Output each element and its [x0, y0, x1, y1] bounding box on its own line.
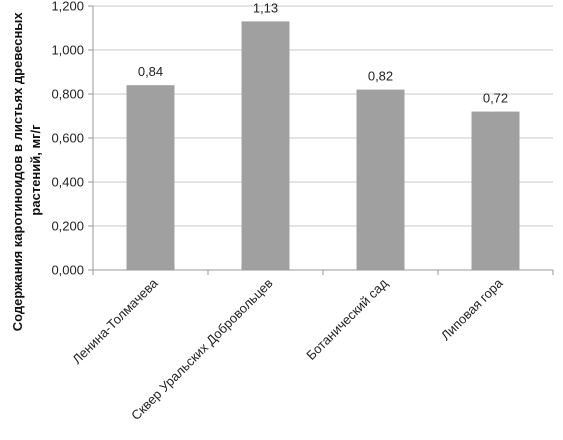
- category-label: Сквер Уральских Добровольцев: [128, 275, 276, 423]
- data-label: 1,13: [253, 0, 278, 15]
- y-tick-label: 1,200: [51, 0, 84, 14]
- y-tick-label: 0,400: [51, 175, 84, 190]
- y-axis-label-line-2: растений, мг/г: [28, 124, 43, 216]
- data-labels: 0,84 1,13 0,82 0,72: [138, 0, 508, 105]
- data-label: 0,84: [138, 64, 163, 79]
- bar: [241, 21, 290, 271]
- data-label: 0,72: [483, 91, 508, 106]
- y-axis-label: Содержания каротиноидов в листьях древес…: [10, 9, 43, 332]
- y-tick-label: 0,200: [51, 219, 84, 234]
- y-tick-labels: 0,000 0,200 0,400 0,600 0,800 1,000 1,200: [51, 0, 84, 278]
- category-label: Ботанический сад: [303, 275, 391, 363]
- axes: [88, 5, 554, 275]
- bar: [126, 85, 175, 270]
- y-tick-label: 0,800: [51, 87, 84, 102]
- y-tick-label: 0,000: [51, 263, 84, 278]
- bars: [126, 21, 520, 271]
- data-label: 0,82: [368, 69, 393, 84]
- y-tick-label: 1,000: [51, 43, 84, 58]
- y-axis-label-line-1: Содержания каротиноидов в листьях древес…: [10, 12, 25, 332]
- bar: [356, 89, 405, 270]
- category-label: Ленина-Толмачева: [69, 275, 161, 367]
- bar: [471, 111, 520, 270]
- category-label: Липовая гора: [438, 275, 506, 343]
- y-tick-label: 0,600: [51, 131, 84, 146]
